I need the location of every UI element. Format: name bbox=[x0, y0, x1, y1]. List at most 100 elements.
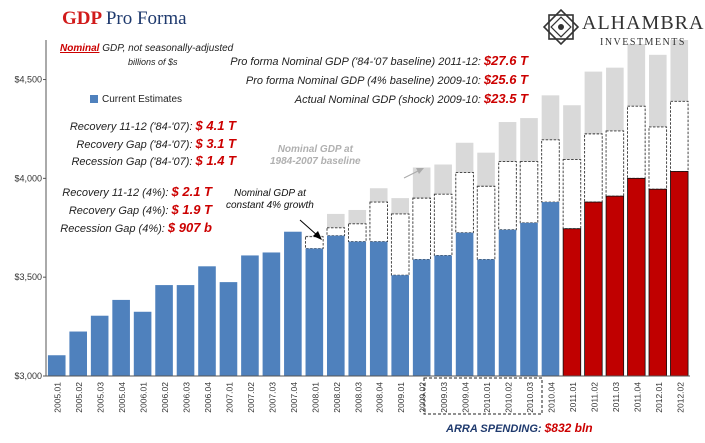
x-tick-label: 2012.01 bbox=[654, 382, 664, 413]
current-estimate-bar-2005.01 bbox=[47, 355, 66, 376]
y-tick-label: $4,000 bbox=[14, 173, 42, 183]
current-estimate-bar-2009.01 bbox=[391, 275, 410, 376]
legend-swatch bbox=[90, 95, 98, 104]
current-estimate-bar-2008.03 bbox=[348, 241, 367, 376]
right-stat-label: Actual Nominal GDP (shock) 2009-10: bbox=[294, 94, 484, 106]
x-tick-label: 2007.04 bbox=[289, 382, 299, 413]
axes bbox=[45, 40, 690, 377]
stat-value: $ 907 b bbox=[167, 220, 212, 235]
current-estimate-bar-2007.03 bbox=[262, 252, 281, 376]
x-tick-label: 2011.02 bbox=[589, 382, 599, 412]
x-tick-label: 2005.01 bbox=[53, 382, 63, 413]
constant-bar-2009.04 bbox=[455, 171, 474, 234]
stat-value: $ 1.9 T bbox=[171, 202, 212, 217]
constant-bar-2012.01 bbox=[648, 126, 668, 190]
current-estimate-bar-2009.04 bbox=[455, 232, 474, 376]
x-tick-label: 2006.01 bbox=[139, 382, 149, 413]
current-estimate-bar-2008.04 bbox=[369, 241, 388, 376]
current-estimate-bar-2010.02 bbox=[498, 229, 517, 376]
chart-title: GDP Pro Forma bbox=[62, 8, 187, 30]
x-tick-label: 2008.03 bbox=[353, 382, 363, 413]
stat-recovery-gap-84: Recovery Gap ('84-'07): $ 3.1 T bbox=[62, 136, 236, 151]
arra-value: $832 bln bbox=[544, 421, 593, 435]
current-estimate-bar-2008.01 bbox=[305, 248, 324, 376]
stat-label: Recession Gap (4%): bbox=[60, 223, 168, 235]
constant-bar-2009.02 bbox=[412, 197, 431, 260]
current-estimate-bar-2007.04 bbox=[284, 231, 302, 376]
stat-value: $ 3.1 T bbox=[195, 136, 236, 151]
stat-recovery-84: Recovery 11-12 ('84-'07): $ 4.1 T bbox=[62, 118, 236, 133]
current-estimate-bar-2011.03 bbox=[605, 195, 625, 377]
right-stat-label: Pro forma Nominal GDP ('84-'07 baseline)… bbox=[230, 56, 484, 68]
stat-value: $ 1.4 T bbox=[195, 153, 236, 168]
current-estimate-bar-2011.02 bbox=[584, 201, 603, 377]
right-stat-label: Pro forma Nominal GDP (4% baseline) 2009… bbox=[245, 75, 484, 87]
units-note: Nominal GDP, not seasonally-adjusted bbox=[60, 43, 233, 54]
units-note-rest: GDP, not seasonally-adjusted bbox=[99, 43, 234, 54]
y-tick-labels: $3,000 $3,500 $4,000 $4,500 bbox=[14, 75, 46, 381]
constant-bar-2012.02 bbox=[670, 100, 689, 172]
constant-annotation: Nominal GDP at constant 4% growth bbox=[226, 188, 314, 212]
right-stat-value: $23.5 T bbox=[483, 91, 528, 106]
baseline-annotation: Nominal GDP at 1984-2007 baseline bbox=[270, 144, 361, 168]
right-stat-value: $25.6 T bbox=[483, 72, 528, 87]
x-tick-label: 2006.04 bbox=[203, 382, 213, 413]
baseline-annotation-arrow bbox=[403, 169, 421, 179]
stat-recovery-4pct: Recovery 11-12 (4%): $ 2.1 T bbox=[52, 184, 212, 199]
constant-annotation-arrow bbox=[299, 219, 319, 237]
current-estimates-bars bbox=[47, 171, 689, 377]
constant-bar-2010.03 bbox=[519, 161, 539, 224]
right-stat-2: Pro forma Nominal GDP (4% baseline) 2009… bbox=[246, 72, 528, 87]
x-tick-label: 2006.03 bbox=[182, 382, 192, 413]
title-pro-forma: Pro Forma bbox=[105, 8, 187, 29]
constant-bar-2011.01 bbox=[562, 159, 582, 230]
x-tick-label: 2008.04 bbox=[375, 382, 385, 413]
x-tick-labels: 2005.01 2005.02 2005.03 2005.04 2006.01 2006.… bbox=[53, 382, 686, 413]
constant-annotation-line1: Nominal GDP at bbox=[233, 188, 306, 199]
current-estimate-bar-2011.04 bbox=[627, 177, 646, 377]
logo-name: ALHAMBRA bbox=[582, 12, 705, 34]
current-estimate-bar-2012.02 bbox=[670, 171, 689, 377]
stat-value: $ 2.1 T bbox=[171, 184, 212, 199]
x-tick-label: 2009.03 bbox=[439, 382, 449, 413]
stat-label: Recovery 11-12 (4%): bbox=[62, 187, 172, 199]
current-estimate-bar-2011.01 bbox=[562, 228, 582, 377]
baseline-annotation-arrowhead bbox=[416, 168, 424, 174]
current-estimate-bar-2007.02 bbox=[241, 255, 259, 376]
x-tick-label: 2007.02 bbox=[246, 382, 256, 413]
nominal-word: Nominal bbox=[60, 43, 100, 54]
constant-bar-2008.04 bbox=[369, 201, 388, 243]
current-estimate-bar-2012.01 bbox=[648, 188, 668, 377]
x-tick-label: 2010.04 bbox=[546, 382, 556, 413]
x-tick-label: 2005.02 bbox=[74, 382, 84, 413]
stat-recovery-gap-4pct: Recovery Gap (4%): $ 1.9 T bbox=[52, 202, 212, 217]
current-estimate-bar-2006.03 bbox=[176, 285, 195, 376]
x-tick-label: 2007.03 bbox=[267, 382, 277, 413]
constant-bar-2010.01 bbox=[476, 185, 496, 260]
baseline-annotation-line1: Nominal GDP at bbox=[277, 144, 353, 155]
right-stat-1: Pro forma Nominal GDP ('84-'07 baseline)… bbox=[230, 53, 528, 68]
x-tick-label: 2010.03 bbox=[525, 382, 535, 413]
stat-label: Recovery Gap ('84-'07): bbox=[76, 139, 196, 151]
x-tick-label: 2012.02 bbox=[675, 382, 685, 413]
stat-recession-gap-84: Recession Gap ('84-'07): $ 1.4 T bbox=[62, 153, 236, 168]
constant-bar-2008.02 bbox=[326, 227, 346, 237]
x-tick-label: 2011.03 bbox=[611, 382, 621, 412]
constant-bar-2009.01 bbox=[390, 213, 410, 276]
current-estimate-bar-2005.03 bbox=[90, 315, 109, 376]
current-estimate-bar-2006.04 bbox=[198, 266, 216, 376]
stat-value: $ 4.1 T bbox=[195, 118, 236, 133]
constant-annotation-arrowhead bbox=[313, 231, 322, 240]
alhambra-logo: ALHAMBRA INVESTMENTS bbox=[538, 6, 703, 50]
constant-4pct-bars bbox=[305, 100, 689, 276]
x-tick-label: 2006.02 bbox=[160, 382, 170, 413]
current-estimate-bar-2009.02 bbox=[412, 259, 431, 376]
arra-label: ARRA SPENDING: bbox=[446, 423, 545, 435]
x-tick-label: 2005.04 bbox=[117, 382, 127, 413]
current-estimate-bar-2007.01 bbox=[219, 282, 238, 376]
right-stat-3: Actual Nominal GDP (shock) 2009-10: $23.… bbox=[295, 91, 528, 106]
x-tick-label: 2008.02 bbox=[332, 382, 342, 413]
x-tick-label: 2008.01 bbox=[310, 382, 320, 413]
constant-bar-2011.04 bbox=[627, 105, 646, 179]
